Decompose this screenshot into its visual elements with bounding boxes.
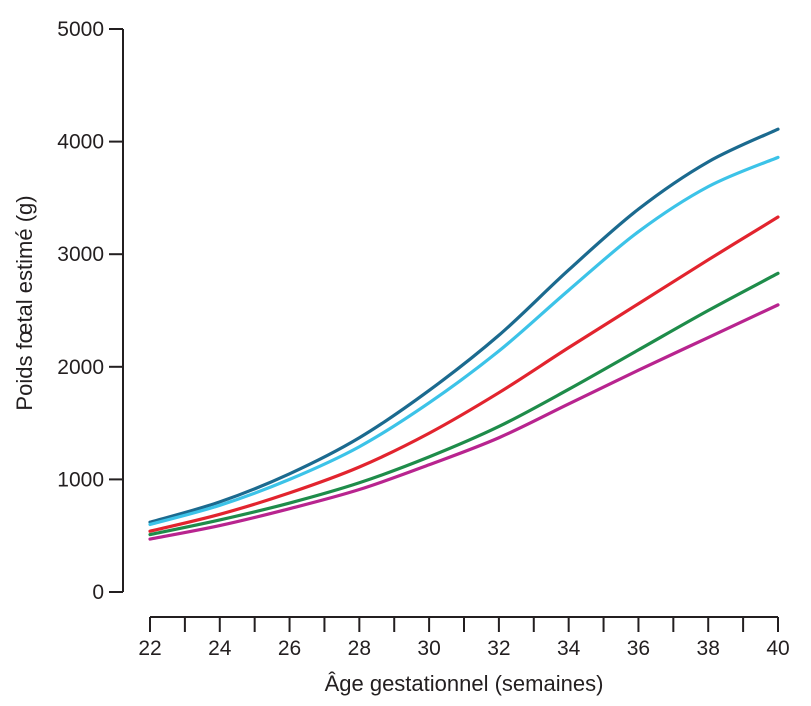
series-line-1 (148, 127, 780, 524)
series-line-5 (148, 303, 780, 541)
plot-area (148, 127, 780, 541)
x-axis-title: Âge gestationnel (semaines) (325, 671, 604, 696)
x-tick-label: 38 (697, 637, 720, 660)
y-tick-label: 5000 (57, 18, 104, 41)
x-axis: 22 24 26 28 30 32 34 36 38 40 (138, 616, 790, 660)
y-axis: 0 1000 2000 3000 4000 5000 (57, 18, 124, 604)
x-tick-label: 36 (627, 637, 650, 660)
y-axis-title: Poids fœtal estimé (g) (12, 195, 37, 410)
x-tick-label: 34 (557, 637, 581, 660)
y-tick-label: 0 (92, 581, 104, 604)
series-line-2 (148, 155, 780, 527)
x-tick-label: 26 (278, 637, 301, 660)
x-tick-label: 28 (348, 637, 371, 660)
series-line-4 (148, 271, 780, 537)
y-tick-label: 4000 (57, 131, 104, 154)
x-tick-label: 32 (487, 637, 510, 660)
x-tick-label: 24 (208, 637, 232, 660)
series-line-3 (148, 215, 780, 533)
y-tick-label: 1000 (57, 468, 104, 491)
x-tick-label: 40 (766, 637, 789, 660)
y-tick-label: 2000 (57, 356, 104, 379)
y-tick-label: 3000 (57, 243, 104, 266)
x-tick-label: 22 (138, 637, 161, 660)
x-tick-label: 30 (417, 637, 440, 660)
